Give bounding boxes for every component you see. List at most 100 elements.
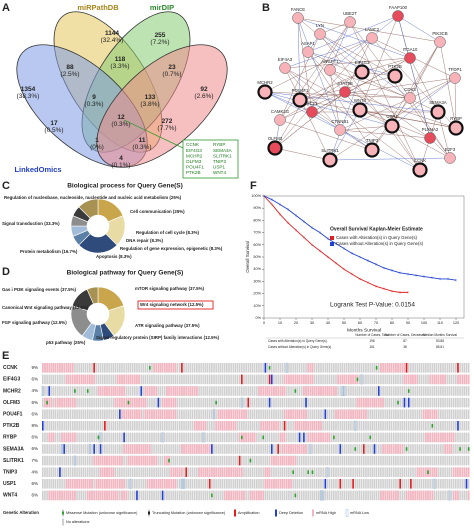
- alteration-cell: [307, 421, 309, 431]
- alteration-cell: [337, 409, 339, 419]
- gene-percent: 7%: [31, 458, 38, 463]
- alteration-cell: [452, 490, 455, 501]
- region-count-percent: (0.5%): [44, 127, 63, 134]
- alteration-cell: [127, 400, 130, 405]
- alteration-cell: [457, 421, 459, 431]
- alteration-cell: [166, 397, 168, 408]
- alteration-cell: [309, 363, 312, 373]
- alteration-cell: [433, 374, 436, 385]
- alteration-cell: [63, 432, 65, 443]
- alteration-cell: [467, 447, 470, 451]
- alteration-cell: [151, 386, 153, 396]
- alteration-cell: [285, 362, 288, 373]
- alteration-cell: [307, 386, 309, 396]
- network-edge: [319, 33, 396, 77]
- alteration-cell: [134, 397, 136, 408]
- y-tick-label: 10%: [253, 304, 261, 308]
- alteration-cell: [380, 490, 382, 501]
- alteration-cell: [283, 409, 286, 419]
- region-count-percent: (2.5%): [60, 71, 79, 78]
- alteration-cell: [144, 397, 147, 408]
- alteration-cell: [298, 374, 301, 385]
- alteration-cell: [275, 421, 277, 431]
- alteration-cell: [363, 444, 365, 454]
- legend-swatch: [234, 509, 236, 517]
- alteration-cell: [123, 479, 125, 489]
- alteration-cell: [292, 470, 294, 474]
- alteration-cell: [241, 490, 243, 501]
- network-edge: [307, 51, 373, 151]
- alteration-cell: [292, 444, 294, 454]
- alteration-cell: [149, 479, 151, 489]
- network-node: [404, 52, 416, 64]
- alteration-cell: [140, 386, 143, 396]
- alteration-cell: [170, 386, 172, 396]
- network-edge: [307, 51, 439, 113]
- alteration-cell: [106, 479, 108, 489]
- alteration-cell: [221, 421, 224, 431]
- alteration-cell: [290, 444, 292, 454]
- alteration-cell: [290, 374, 292, 385]
- alteration-cell: [219, 421, 222, 431]
- network-edge: [391, 125, 421, 171]
- alteration-cell: [437, 374, 440, 385]
- alteration-cell: [161, 409, 164, 419]
- alteration-cell: [300, 444, 303, 454]
- alteration-cell: [273, 479, 275, 489]
- alteration-cell: [125, 397, 128, 408]
- gene-name: POU4F1: [186, 165, 204, 170]
- x-tick-label: 100: [421, 321, 427, 325]
- region-count-number: 4: [119, 155, 123, 162]
- alteration-cell: [208, 467, 211, 477]
- gene-name: OLFM3: [186, 159, 202, 164]
- alteration-cell: [245, 409, 247, 419]
- alteration-cell: [322, 490, 325, 501]
- network-edge: [329, 69, 393, 127]
- legend-title: Genetic Alteration: [3, 510, 39, 515]
- region-count: 23 (0.7%): [162, 64, 181, 78]
- x-tick-label: 70: [374, 321, 378, 325]
- alteration-cell: [144, 455, 147, 466]
- alteration-cell: [108, 386, 110, 396]
- alteration-cell: [127, 444, 130, 454]
- alteration-cell: [234, 490, 237, 501]
- alteration-cell: [153, 455, 155, 466]
- region-count-percent: (0.3%): [111, 121, 130, 128]
- alteration-cell: [253, 432, 256, 443]
- alteration-cell: [223, 467, 226, 477]
- alteration-cell: [352, 479, 354, 489]
- alteration-cell: [97, 490, 100, 501]
- donut-label: Wnt signaling network (12.5%): [140, 302, 204, 307]
- alteration-cell: [429, 490, 431, 501]
- alteration-cell: [251, 490, 254, 501]
- alteration-cell: [48, 386, 51, 396]
- alteration-cell: [382, 363, 384, 373]
- alteration-cell: [114, 479, 117, 489]
- network-edge: [329, 21, 351, 71]
- alteration-cell: [155, 363, 158, 373]
- panel-letter: B: [262, 2, 270, 14]
- alteration-cell: [324, 432, 327, 443]
- alteration-cell: [123, 490, 125, 501]
- alteration-cell: [59, 490, 61, 501]
- alteration-cell: [181, 386, 183, 396]
- alteration-cell: [91, 374, 93, 385]
- alteration-cell: [121, 455, 123, 466]
- gene-name: PTK2B: [186, 170, 201, 175]
- alteration-cell: [138, 409, 140, 419]
- alteration-cell: [185, 467, 187, 477]
- alteration-cell: [155, 409, 158, 419]
- alteration-cell: [181, 363, 183, 373]
- legend-swatch-mark: [148, 511, 150, 515]
- network-edge: [284, 37, 373, 69]
- alteration-cell: [202, 432, 205, 443]
- alteration-cell: [465, 467, 468, 477]
- region-count-number: 88: [66, 64, 74, 71]
- alteration-cell: [446, 432, 449, 443]
- alteration-cell: [382, 490, 384, 501]
- alteration-cell: [356, 397, 359, 408]
- alteration-cell: [281, 479, 284, 489]
- network-node: [366, 32, 378, 44]
- network-edge: [311, 57, 411, 113]
- alteration-cell: [373, 444, 376, 454]
